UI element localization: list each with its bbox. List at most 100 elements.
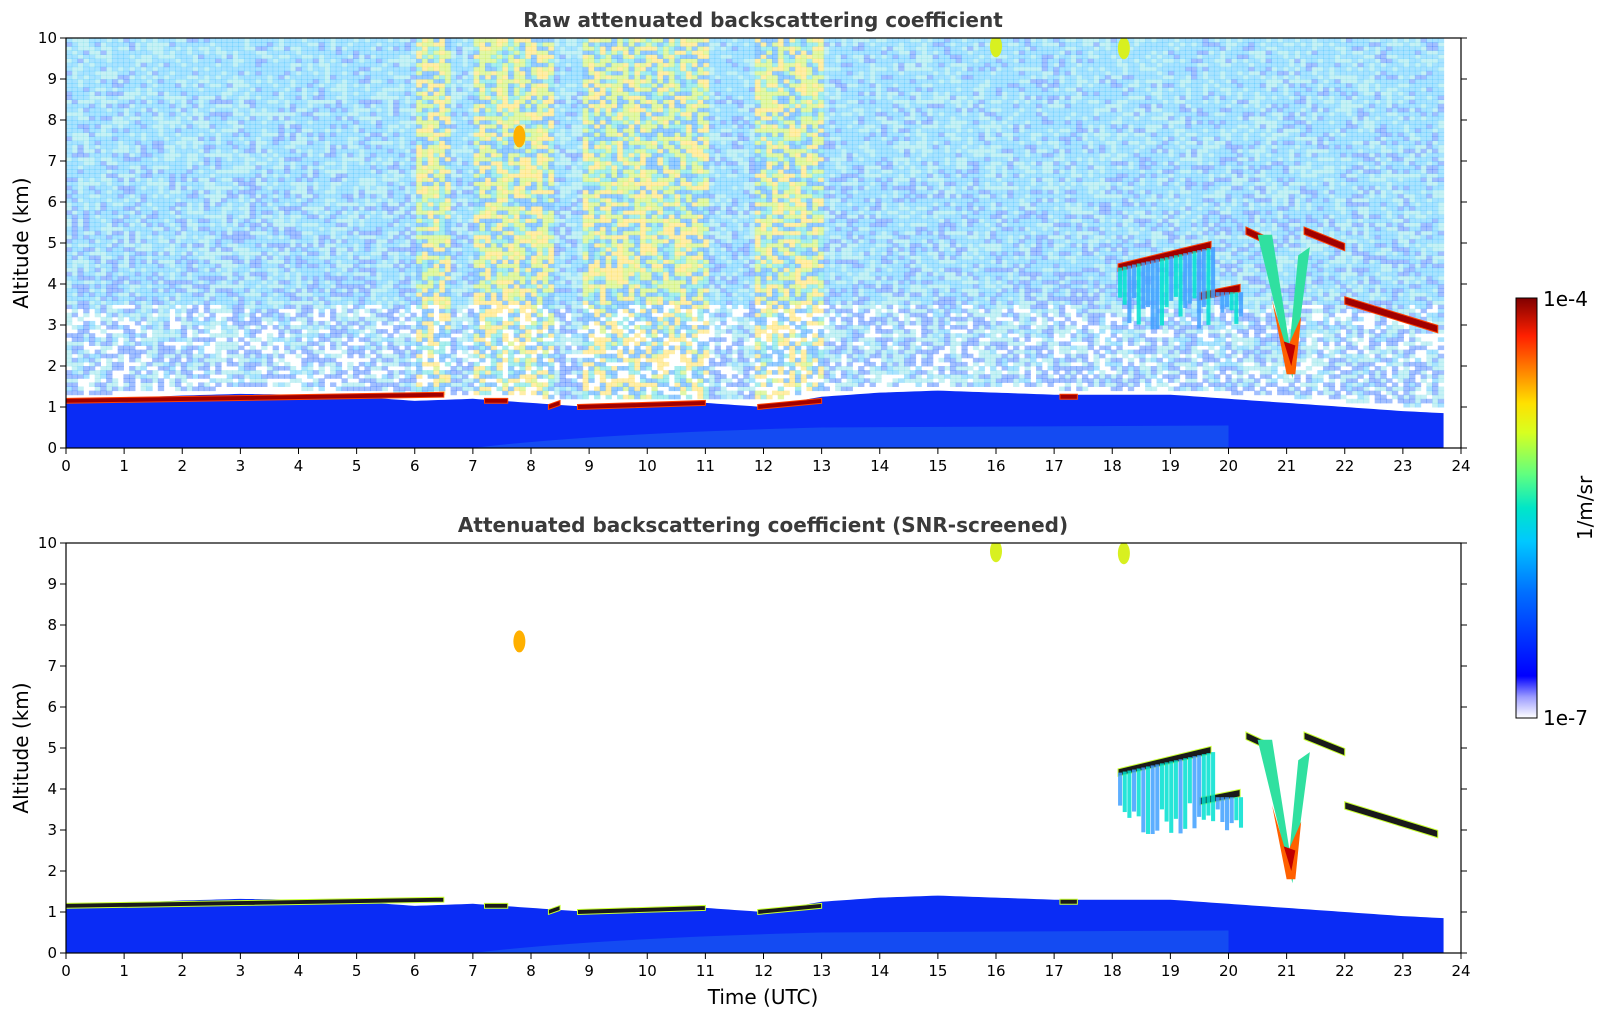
top-noise-cell [272,111,279,117]
top-noise-cell [312,91,320,96]
top-noise-cell [123,115,130,121]
top-noise-cell [209,115,216,121]
top-noise-cell [393,107,400,113]
top-noise-cell [370,148,377,154]
top-noise-cell [324,54,331,59]
top-noise-cell [381,255,389,260]
top-noise-cell [117,169,124,174]
top-noise-cell [203,370,211,375]
top-noise-cell [238,345,245,351]
top-noise-cell [266,70,274,76]
top-noise-cell [163,210,170,215]
top-noise-cell [140,251,147,256]
top-noise-cell [301,120,308,125]
top-noise-cell [289,292,297,297]
top-noise-cell [272,366,279,371]
top-noise-cell [198,46,205,51]
top-noise-cell [243,177,251,182]
top-noise-cell [410,218,417,223]
top-noise-cell [301,300,308,305]
top-noise-cell [209,87,216,92]
top-noise-cell [387,148,394,154]
top-noise-cell [284,206,291,211]
top-noise-cell [301,320,308,326]
top-noise-cell [416,357,423,363]
top-noise-cell [398,111,406,117]
top-noise-cell [226,222,234,228]
top-noise-cell [249,296,256,301]
top-noise-cell [238,177,245,182]
top-noise-cell [261,345,268,351]
top-noise-cell [295,193,302,199]
top-noise-cell [398,189,406,195]
top-noise-cell [226,308,234,314]
top-noise-cell [146,62,153,68]
top-noise-cell [134,189,142,195]
top-noise-cell [71,181,79,187]
top-noise-cell [364,54,371,59]
top-noise-cell [393,54,400,59]
top-noise-cell [157,316,165,322]
top-noise-cell [203,214,211,219]
top-noise-cell [203,238,211,244]
top-noise-cell [83,284,90,289]
top-noise-cell [140,70,147,76]
top-noise-cell [71,259,79,264]
top-noise-cell [364,361,371,367]
top-noise-cell [370,361,377,367]
top-noise-cell [83,173,90,178]
top-noise-cell [243,111,251,117]
top-noise-cell [249,349,256,355]
top-noise-cell [347,185,354,191]
top-noise-cell [318,140,325,146]
top-noise-cell [352,292,360,297]
top-noise-cell [169,279,176,285]
top-noise-cell [100,156,107,162]
top-noise-cell [94,128,102,133]
top-noise-cell [140,120,147,125]
top-noise-cell [175,120,182,125]
top-noise-cell [83,189,90,195]
top-noise-cell [243,161,251,166]
top-noise-cell [175,42,182,47]
top-noise-cell [295,284,302,289]
top-noise-cell [289,300,297,305]
top-noise-cell [312,300,320,305]
top-noise-cell [410,58,417,64]
top-noise-cell [83,54,90,59]
top-noise-cell [209,386,216,392]
top-noise-cell [192,230,199,236]
top-noise-cell [375,271,383,277]
top-noise-cell [215,50,222,55]
top-noise-cell [100,259,107,264]
top-noise-cell [163,111,170,117]
top-noise-cell [83,243,90,248]
top-noise-cell [163,202,170,207]
top-noise-cell [272,136,279,141]
top-noise-cell [232,107,239,113]
top-noise-cell [157,263,165,269]
top-noise-cell [152,42,159,47]
top-noise-cell [324,152,331,158]
top-noise-cell [416,132,423,137]
top-noise-cell [123,378,130,383]
top-noise-cell [375,74,383,80]
top-noise-cell [347,353,354,359]
top-noise-cell [117,189,124,195]
top-noise-cell [209,173,216,178]
top-noise-cell [410,251,417,256]
top-noise-cell [77,370,84,375]
top-noise-cell [341,210,348,215]
top-noise-cell [152,333,159,338]
top-noise-cell [266,103,274,109]
top-noise-cell [266,115,274,121]
top-noise-cell [106,230,113,236]
top-noise-cell [243,263,251,269]
top-noise-cell [410,193,417,199]
top-noise-cell [341,185,348,191]
top-noise-cell [318,378,325,383]
top-noise-cell [364,161,371,166]
top-noise-cell [83,325,90,330]
top-noise-cell [249,70,256,76]
top-noise-cell [278,50,285,55]
